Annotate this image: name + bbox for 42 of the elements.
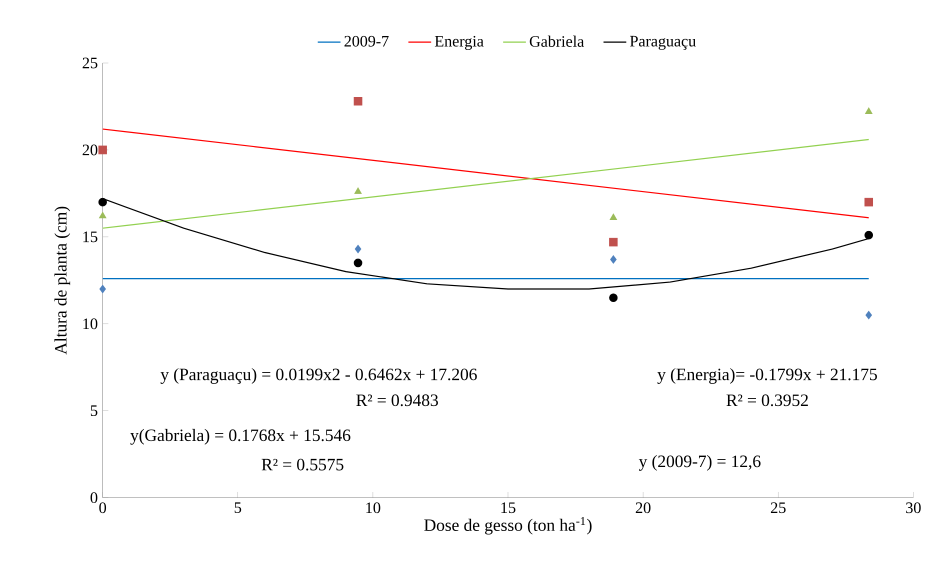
point [610,213,618,220]
x-tick-label: 5 [234,502,242,513]
legend-label: Energia [434,36,484,50]
point [354,244,362,254]
y-tick-label: 0 [90,492,98,504]
x-tick-label: 15 [501,502,516,514]
x-tick-label: 30 [906,502,921,514]
x-tick-label: 25 [770,502,786,514]
x-tick-label: 0 [99,502,106,514]
legend-label: Paraguaçu [630,36,696,50]
annotation: R² = 0.9483 [356,394,438,406]
point [354,187,362,194]
point [609,293,618,302]
y-tick-label: 25 [82,58,98,68]
point [98,212,106,218]
y-tick-label: 10 [83,318,98,330]
x-tick-label: 20 [636,502,650,514]
point [864,198,874,206]
y-tick-label: 20 [82,144,98,156]
point [99,284,106,294]
x-axis-title: Dose de gesso (ton ha$^{-1}$) [424,516,592,535]
point [354,258,362,268]
point [610,255,617,264]
annotation: y (Energia)= -0.1799x + 21.175 [657,368,877,384]
point [864,230,874,240]
annotation: R² = 0.5575 [262,458,344,471]
y-tick-label: 5 [90,405,98,416]
point [865,107,872,114]
annotation: y (2009-7) = 12,6 [638,455,761,471]
x-tick-label: 10 [366,502,380,514]
legend-label: 2009-7 [344,36,389,47]
annotation: y(Gabriela) = 0.1768x + 15.546 [130,428,350,445]
y-axis-title: Altura de planta (cm) [54,206,70,355]
annotation: R² = 0.3952 [726,394,808,406]
point [865,310,872,320]
legend-label: Gabriela [530,36,584,47]
annotation: y (Paraguaçu) = 0.0199x2 - 0.6462x + 17.206 [160,368,477,384]
point [98,198,107,206]
point [609,238,618,246]
point [354,96,362,106]
point [98,146,107,154]
y-tick-label: 15 [83,232,98,242]
